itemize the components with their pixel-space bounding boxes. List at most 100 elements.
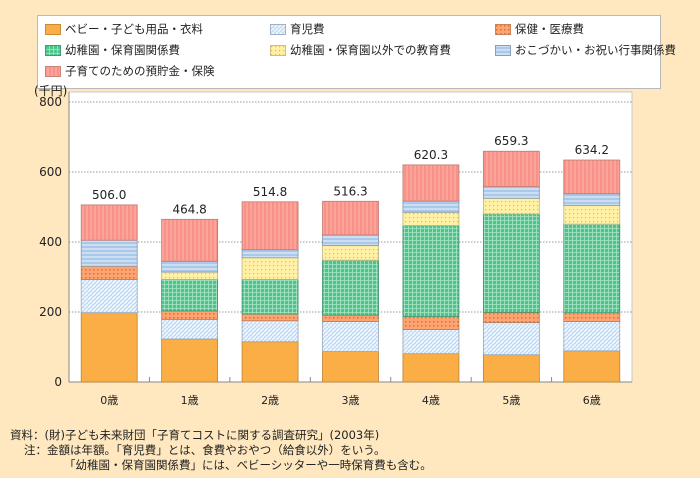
note-2: 「幼稚園・保育園関係費」には、ベビーシッターや一時保育費も含む。 bbox=[64, 458, 432, 472]
bar-segment bbox=[402, 211, 460, 226]
bar-segment bbox=[563, 159, 621, 195]
bar-segment bbox=[241, 279, 299, 315]
x-tick-label: 3歳 bbox=[342, 394, 360, 407]
total-label: 634.2 bbox=[575, 143, 609, 157]
note-1: 注：金額は年額。「育児費」とは、食費やおやつ（給食以外）をいう。 bbox=[24, 443, 386, 457]
legend-swatch bbox=[270, 44, 286, 56]
bar-segment bbox=[482, 322, 540, 356]
bar-segment bbox=[322, 351, 379, 383]
legend-label: 育児費 bbox=[290, 22, 325, 36]
bar-segment bbox=[322, 200, 379, 236]
bar-segment bbox=[161, 271, 219, 280]
bar-segment bbox=[563, 312, 621, 322]
legend-label: 子育てのための預貯金・保険 bbox=[65, 64, 215, 78]
legend-item: おこづかい・お祝い行事関係費 bbox=[495, 42, 676, 58]
bar-segment bbox=[563, 223, 621, 314]
legend-item: 幼稚園・保育園以外での教育費 bbox=[270, 42, 451, 58]
legend: ベビー・子ども用品・衣料 育児費 保健・医療費幼稚園・保育園関係費 幼稚園・保育園以外… bbox=[37, 15, 676, 89]
bar-segment bbox=[402, 316, 460, 330]
legend-item: 育児費 bbox=[270, 21, 325, 37]
legend-swatch bbox=[45, 65, 61, 77]
y-axis-label: (千円) bbox=[34, 84, 67, 98]
bar-segment bbox=[402, 329, 460, 355]
bar-segment bbox=[241, 201, 299, 251]
bar-segment bbox=[402, 353, 460, 383]
bar-segment bbox=[482, 150, 540, 188]
bar-stack bbox=[563, 159, 621, 383]
bar-stack bbox=[80, 204, 138, 383]
bar-segment bbox=[482, 186, 540, 199]
bar-segment bbox=[402, 200, 460, 213]
y-tick-label: 200 bbox=[39, 305, 62, 319]
bar-stack bbox=[161, 218, 219, 383]
bar-segment bbox=[482, 213, 540, 313]
bar-segment bbox=[482, 354, 540, 383]
legend-label: おこづかい・お祝い行事関係費 bbox=[515, 43, 676, 57]
x-tick-label: 1歳 bbox=[181, 394, 199, 407]
bar-segment bbox=[402, 225, 460, 317]
source-note: 資料：(財)子ども未来財団「子育てコストに関する調査研究」(2003年) bbox=[10, 428, 380, 442]
bar-segment bbox=[322, 234, 379, 246]
bar-segment bbox=[161, 218, 219, 262]
legend-swatch bbox=[45, 23, 61, 35]
x-tick-label: 0歳 bbox=[100, 394, 118, 407]
bar-segment bbox=[80, 279, 138, 314]
total-label: 516.3 bbox=[333, 184, 367, 198]
bar-segment bbox=[563, 205, 621, 225]
bar-segment bbox=[563, 193, 621, 206]
legend-swatch bbox=[45, 44, 61, 56]
y-tick-label: 800 bbox=[39, 95, 62, 109]
legend-label: 幼稚園・保育園以外での教育費 bbox=[290, 43, 451, 57]
bar-segment bbox=[161, 338, 219, 383]
bar-segment bbox=[80, 312, 138, 383]
total-label: 620.3 bbox=[414, 148, 448, 162]
bar-segment bbox=[80, 265, 138, 280]
bar-segment bbox=[161, 279, 219, 312]
bar-segment bbox=[482, 197, 540, 215]
bar-segment bbox=[80, 204, 138, 241]
x-tick-label: 5歳 bbox=[502, 394, 520, 407]
total-label: 464.8 bbox=[172, 202, 206, 216]
bar-segment bbox=[80, 239, 138, 267]
bar-segment bbox=[161, 260, 219, 273]
bar-segment bbox=[241, 313, 299, 322]
legend-swatch bbox=[495, 23, 511, 35]
bar-stack bbox=[402, 164, 460, 383]
bar-segment bbox=[322, 259, 379, 316]
bar-segment bbox=[402, 164, 460, 202]
y-tick-label: 400 bbox=[39, 235, 62, 249]
bar-stack bbox=[482, 150, 540, 383]
total-label: 506.0 bbox=[92, 188, 126, 202]
legend-item: ベビー・子ども用品・衣料 bbox=[45, 21, 203, 37]
bar-segment bbox=[563, 321, 621, 352]
bar-segment bbox=[161, 318, 219, 340]
y-tick-label: 600 bbox=[39, 165, 62, 179]
bar-segment bbox=[161, 310, 219, 320]
footnotes: 資料：(財)子ども未来財団「子育てコストに関する調査研究」(2003年) 注：金… bbox=[10, 428, 432, 473]
bar-segment bbox=[241, 320, 299, 343]
bar-segment bbox=[241, 249, 299, 259]
bar-segment bbox=[322, 314, 379, 322]
legend-item: 保健・医療費 bbox=[495, 21, 584, 37]
x-tick-label: 4歳 bbox=[422, 394, 440, 407]
legend-item: 幼稚園・保育園関係費 bbox=[45, 42, 180, 58]
bar-segment bbox=[563, 350, 621, 383]
bar-segment bbox=[482, 311, 540, 323]
legend-label: ベビー・子ども用品・衣料 bbox=[65, 22, 203, 36]
bar-stack bbox=[322, 200, 379, 383]
legend-item: 子育てのための預貯金・保険 bbox=[45, 63, 215, 79]
bar-segment bbox=[241, 257, 299, 280]
legend-swatch bbox=[270, 23, 286, 35]
legend-label: 幼稚園・保育園関係費 bbox=[65, 43, 180, 57]
total-label: 659.3 bbox=[494, 134, 528, 148]
bar-segment bbox=[322, 321, 379, 352]
bar-segment bbox=[322, 245, 379, 261]
y-tick-label: 0 bbox=[54, 375, 62, 389]
legend-swatch bbox=[495, 44, 511, 56]
x-tick-label: 2歳 bbox=[261, 394, 279, 407]
x-tick-label: 6歳 bbox=[583, 394, 601, 407]
bar-segment bbox=[241, 341, 299, 383]
total-label: 514.8 bbox=[253, 185, 287, 199]
bar-stack bbox=[241, 201, 299, 383]
